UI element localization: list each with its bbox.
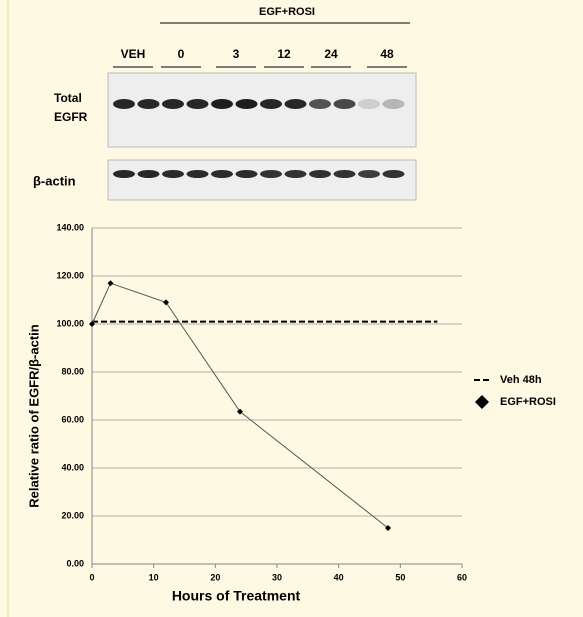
band <box>211 170 233 178</box>
lane-label: VEH <box>121 47 146 61</box>
y-tick-label: 100.00 <box>56 318 84 328</box>
band <box>358 99 380 109</box>
y-tick-label: 40.00 <box>61 462 84 472</box>
x-tick-label: 40 <box>334 572 344 582</box>
row-label: Total <box>54 91 82 105</box>
band <box>383 99 405 109</box>
y-tick-label: 80.00 <box>61 366 84 376</box>
legend-label: EGF+ROSI <box>500 396 556 408</box>
band <box>113 99 135 109</box>
lane-label: 3 <box>233 47 240 61</box>
x-axis-label: Hours of Treatment <box>172 588 301 604</box>
band <box>309 99 331 109</box>
band <box>383 170 405 178</box>
band <box>334 99 356 109</box>
lane-label: 12 <box>277 47 291 61</box>
band <box>187 170 209 178</box>
lane-label: 48 <box>380 47 394 61</box>
y-tick-label: 20.00 <box>61 510 84 520</box>
x-tick-label: 60 <box>457 572 467 582</box>
band <box>236 170 258 178</box>
band <box>285 99 307 109</box>
lane-label: 24 <box>324 47 338 61</box>
band <box>211 99 233 109</box>
band <box>162 99 184 109</box>
band <box>138 170 160 178</box>
band <box>236 99 258 109</box>
lane-label: 0 <box>178 47 185 61</box>
y-axis-label: Relative ratio of EGFR/β-actin <box>26 324 41 508</box>
blot-panel <box>108 73 416 147</box>
figure: EGF+ROSI VEH03122448 Total EGFR β-actin … <box>0 0 583 617</box>
y-tick-label: 140.00 <box>56 222 84 232</box>
band <box>285 170 307 178</box>
blot-panel <box>108 160 416 200</box>
x-tick-label: 0 <box>89 572 94 582</box>
band <box>260 170 282 178</box>
band <box>309 170 331 178</box>
y-tick-label: 60.00 <box>61 414 84 424</box>
band <box>260 99 282 109</box>
band <box>113 170 135 178</box>
y-tick-label: 0.00 <box>66 558 84 568</box>
row-label: EGFR <box>54 110 88 124</box>
band <box>187 99 209 109</box>
legend-label: Veh 48h <box>500 374 542 386</box>
y-tick-label: 120.00 <box>56 270 84 280</box>
group-label: EGF+ROSI <box>259 6 315 18</box>
x-tick-label: 10 <box>149 572 159 582</box>
x-tick-label: 20 <box>210 572 220 582</box>
band <box>334 170 356 178</box>
band <box>358 170 380 178</box>
band <box>162 170 184 178</box>
band <box>138 99 160 109</box>
x-tick-label: 50 <box>395 572 405 582</box>
x-tick-label: 30 <box>272 572 282 582</box>
row-label: β-actin <box>33 173 76 188</box>
